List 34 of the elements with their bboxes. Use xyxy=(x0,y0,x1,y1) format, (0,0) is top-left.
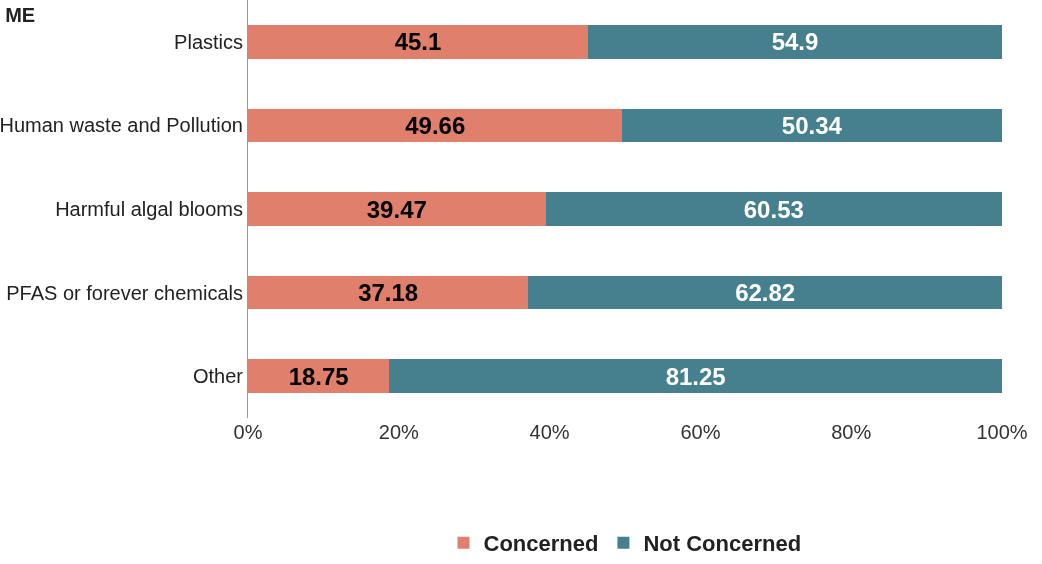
data-label: 81.25 xyxy=(665,362,726,390)
x-tick-label: 20% xyxy=(378,421,420,443)
data-label: 45.1 xyxy=(394,28,442,56)
bar xyxy=(248,275,529,310)
legend-label: Not Concerned xyxy=(643,531,802,557)
legend-label: Concerned xyxy=(483,531,599,557)
data-label: 39.47 xyxy=(366,195,427,223)
bar xyxy=(545,192,1002,226)
bar xyxy=(248,192,546,226)
y-tick-label: Plastics xyxy=(174,30,243,53)
data-label: 37.18 xyxy=(358,279,419,307)
bar xyxy=(588,25,1002,59)
bar xyxy=(248,359,390,393)
bar xyxy=(389,359,1002,393)
y-tick-label: Other xyxy=(192,365,244,388)
y-tick-label: Harmful algal blooms xyxy=(55,198,243,220)
data-label: 49.66 xyxy=(405,111,466,139)
x-tick-label: 60% xyxy=(680,421,721,443)
data-label: 60.53 xyxy=(743,195,804,223)
y-tick-label: Human waste and Pollution xyxy=(0,114,243,137)
text: ME xyxy=(5,4,36,27)
x-tick-label: 0% xyxy=(233,421,263,443)
bar xyxy=(248,25,589,59)
x-tick-label: 80% xyxy=(831,421,872,443)
x-tick-label: 40% xyxy=(529,421,570,443)
bar xyxy=(248,108,623,143)
y-tick-label: PFAS or forever chemicals xyxy=(6,281,243,304)
x-tick-label: 100% xyxy=(976,421,1028,443)
data-label: 54.9 xyxy=(771,28,819,56)
data-label: 50.34 xyxy=(781,111,843,139)
bar xyxy=(622,108,1002,143)
data-label: 62.82 xyxy=(735,279,796,307)
bar xyxy=(528,275,1002,310)
data-label: 18.75 xyxy=(288,362,349,390)
